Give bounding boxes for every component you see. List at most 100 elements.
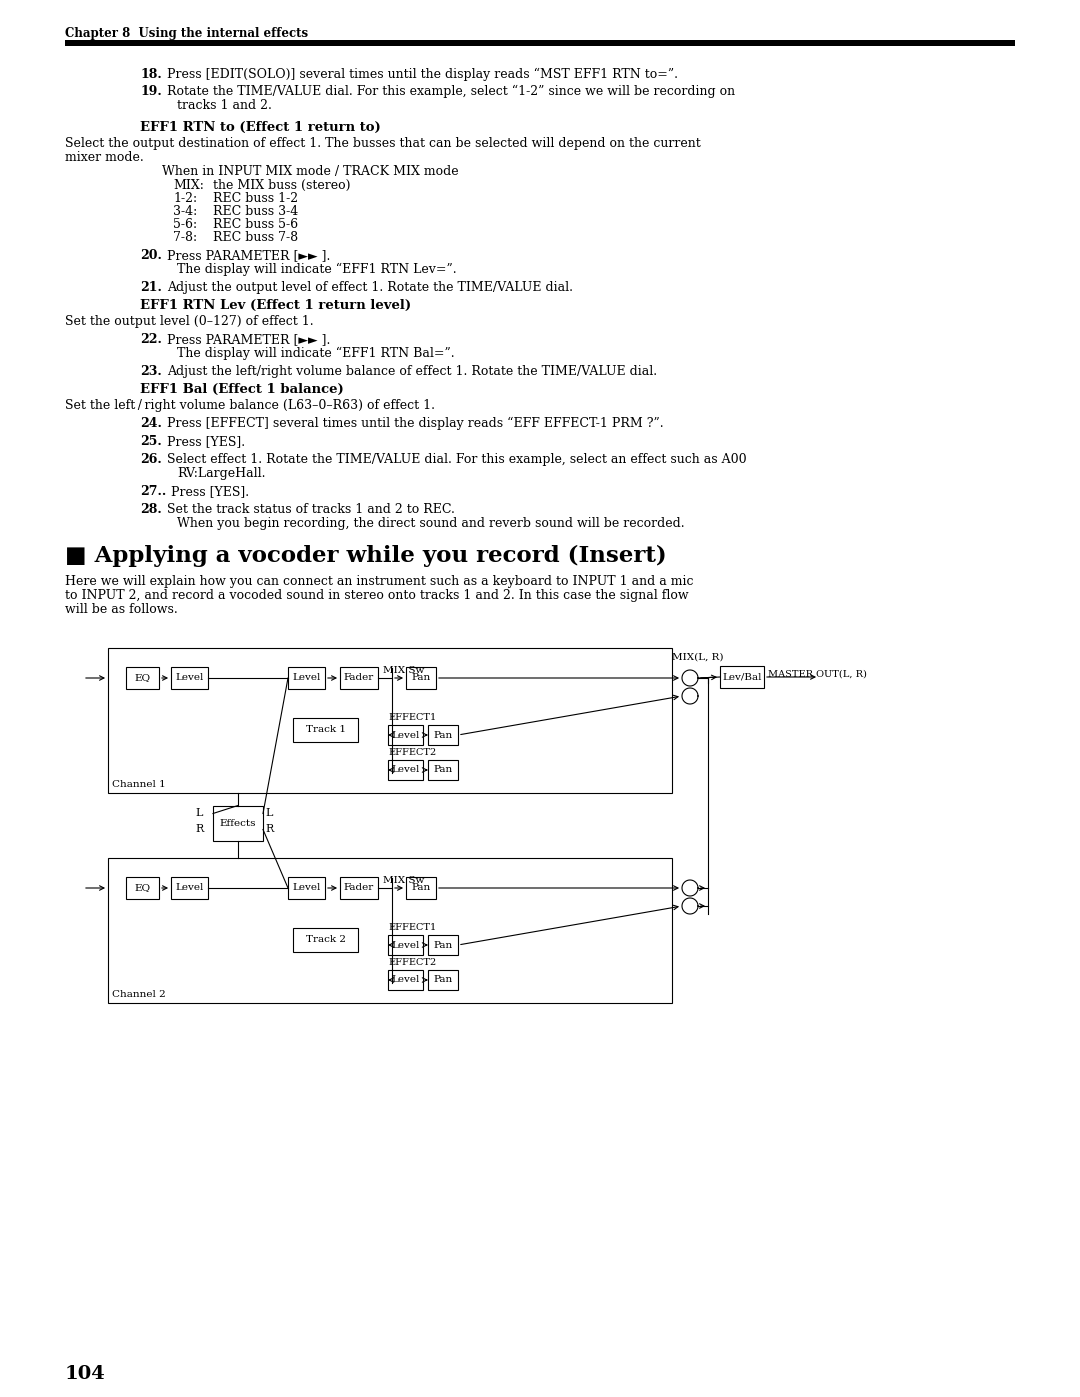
Text: The display will indicate “EFF1 RTN Lev=”.: The display will indicate “EFF1 RTN Lev=… (177, 263, 457, 277)
Text: ■ Applying a vocoder while you record (Insert): ■ Applying a vocoder while you record (I… (65, 545, 666, 567)
Text: 20.: 20. (140, 249, 162, 263)
Text: Track 1: Track 1 (306, 725, 346, 735)
Text: 19.: 19. (140, 85, 162, 98)
Text: MASTER OUT(L, R): MASTER OUT(L, R) (768, 671, 867, 679)
Text: 104: 104 (65, 1365, 106, 1383)
Text: Press [YES].: Press [YES]. (167, 434, 245, 448)
Text: EQ: EQ (134, 673, 150, 683)
Text: 3-4:: 3-4: (173, 205, 198, 218)
Text: 25.: 25. (140, 434, 162, 448)
Text: Set the track status of tracks 1 and 2 to REC.: Set the track status of tracks 1 and 2 t… (167, 503, 455, 515)
Bar (406, 877, 436, 900)
Text: Pan: Pan (433, 940, 453, 950)
Bar (428, 725, 458, 745)
Bar (293, 928, 357, 951)
Text: Channel 1: Channel 1 (112, 780, 165, 789)
Text: MIX Sw: MIX Sw (383, 876, 424, 886)
Text: 22.: 22. (140, 332, 162, 346)
Text: REC buss 3-4: REC buss 3-4 (213, 205, 298, 218)
Text: 18.: 18. (140, 68, 162, 81)
Text: Level: Level (293, 673, 321, 683)
Text: R: R (265, 824, 273, 834)
Bar (126, 666, 159, 689)
Text: the MIX buss (stereo): the MIX buss (stereo) (213, 179, 351, 191)
Text: Track 2: Track 2 (306, 936, 346, 944)
Text: 21.: 21. (140, 281, 162, 293)
Text: 27..: 27.. (140, 485, 166, 497)
Text: Level: Level (175, 673, 204, 683)
Text: Here we will explain how you can connect an instrument such as a keyboard to INP: Here we will explain how you can connect… (65, 576, 693, 588)
Text: Set the left / right volume balance (L63–0–R63) of effect 1.: Set the left / right volume balance (L63… (65, 400, 435, 412)
Bar (428, 970, 458, 990)
Text: 23.: 23. (140, 365, 162, 379)
Text: MIX Sw: MIX Sw (383, 666, 424, 675)
Text: EFFECT1: EFFECT1 (388, 923, 436, 932)
Text: Pan: Pan (433, 975, 453, 985)
Text: Effects: Effects (219, 819, 256, 827)
Text: Select effect 1. Rotate the TIME/VALUE dial. For this example, select an effect : Select effect 1. Rotate the TIME/VALUE d… (167, 453, 746, 467)
Text: Fader: Fader (343, 673, 374, 683)
Text: Lev/Bal: Lev/Bal (723, 672, 761, 682)
Text: Level: Level (391, 975, 420, 985)
Text: Level: Level (391, 766, 420, 774)
Text: Rotate the TIME/VALUE dial. For this example, select “1-2” since we will be reco: Rotate the TIME/VALUE dial. For this exa… (167, 85, 735, 98)
Text: REC buss 7-8: REC buss 7-8 (213, 231, 298, 244)
Text: 26.: 26. (140, 453, 162, 467)
Text: L: L (265, 809, 272, 819)
Bar (126, 877, 159, 900)
Bar (428, 760, 458, 780)
Text: to INPUT 2, and record a vocoded sound in stereo onto tracks 1 and 2. In this ca: to INPUT 2, and record a vocoded sound i… (65, 590, 689, 602)
Text: Channel 2: Channel 2 (112, 990, 165, 999)
Bar (65, 41, 1015, 46)
Text: MIX(L, R): MIX(L, R) (672, 652, 724, 662)
Text: 5-6:: 5-6: (173, 218, 198, 231)
Bar (108, 648, 672, 793)
Text: EFFECT2: EFFECT2 (388, 958, 436, 967)
Text: Level: Level (293, 883, 321, 893)
Text: When in INPUT MIX mode / TRACK MIX mode: When in INPUT MIX mode / TRACK MIX mode (162, 165, 459, 177)
Bar (388, 935, 423, 956)
Text: Level: Level (391, 940, 420, 950)
Text: Adjust the left/right volume balance of effect 1. Rotate the TIME/VALUE dial.: Adjust the left/right volume balance of … (167, 365, 657, 379)
Text: will be as follows.: will be as follows. (65, 604, 178, 616)
Bar (428, 935, 458, 956)
Text: 1-2:: 1-2: (173, 191, 198, 205)
Bar (388, 725, 423, 745)
Text: Pan: Pan (411, 883, 431, 893)
Text: Adjust the output level of effect 1. Rotate the TIME/VALUE dial.: Adjust the output level of effect 1. Rot… (167, 281, 573, 293)
Text: The display will indicate “EFF1 RTN Bal=”.: The display will indicate “EFF1 RTN Bal=… (177, 346, 455, 360)
Text: Pan: Pan (411, 673, 431, 683)
Text: Pan: Pan (433, 766, 453, 774)
Text: EFF1 RTN Lev (Effect 1 return level): EFF1 RTN Lev (Effect 1 return level) (140, 299, 411, 312)
Text: EFF1 Bal (Effect 1 balance): EFF1 Bal (Effect 1 balance) (140, 383, 343, 395)
Text: Press [EFFECT] several times until the display reads “EFF EFFECT-1 PRM ?”.: Press [EFFECT] several times until the d… (167, 416, 663, 430)
Text: Level: Level (391, 731, 420, 739)
Text: Fader: Fader (343, 883, 374, 893)
Text: EFFECT1: EFFECT1 (388, 712, 436, 722)
Text: REC buss 5-6: REC buss 5-6 (213, 218, 298, 231)
Text: Set the output level (0–127) of effect 1.: Set the output level (0–127) of effect 1… (65, 314, 313, 328)
Text: REC buss 1-2: REC buss 1-2 (213, 191, 298, 205)
Text: 7-8:: 7-8: (173, 231, 198, 244)
Text: RV:LargeHall.: RV:LargeHall. (177, 467, 266, 481)
Text: EFFECT2: EFFECT2 (388, 747, 436, 757)
Text: Press [EDIT(SOLO)] several times until the display reads “MST EFF1 RTN to=”.: Press [EDIT(SOLO)] several times until t… (167, 68, 678, 81)
Bar (288, 877, 325, 900)
Text: L: L (195, 809, 202, 819)
Bar (293, 718, 357, 742)
Bar (388, 760, 423, 780)
Text: Press [YES].: Press [YES]. (167, 485, 249, 497)
Text: 28.: 28. (140, 503, 162, 515)
Text: R: R (195, 824, 203, 834)
Text: MIX:: MIX: (173, 179, 204, 191)
Text: EFF1 RTN to (Effect 1 return to): EFF1 RTN to (Effect 1 return to) (140, 122, 381, 134)
Bar (171, 877, 208, 900)
Bar (340, 666, 378, 689)
Bar (108, 858, 672, 1003)
Text: tracks 1 and 2.: tracks 1 and 2. (177, 99, 272, 112)
Bar (171, 666, 208, 689)
Bar (720, 666, 764, 687)
Bar (213, 806, 264, 841)
Text: When you begin recording, the direct sound and reverb sound will be recorded.: When you begin recording, the direct sou… (177, 517, 685, 529)
Bar (288, 666, 325, 689)
